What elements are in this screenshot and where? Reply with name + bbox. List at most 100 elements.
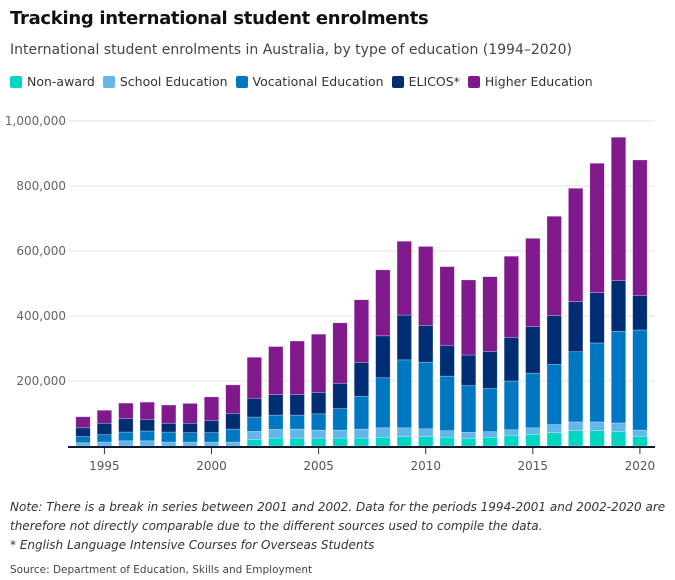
bar-segment [461, 385, 477, 433]
bar-segment [632, 429, 648, 437]
bar-segment [139, 440, 155, 447]
bar-segment [589, 430, 605, 447]
bar-segment [610, 330, 627, 424]
bar-segment [503, 429, 519, 436]
x-tick-label: 1995 [89, 459, 120, 473]
legend: Non-award School Education Vocational Educ… [10, 74, 593, 89]
bar-segment [161, 422, 177, 433]
bar-segment [503, 380, 519, 431]
bar-segment [75, 416, 91, 429]
bar-segment [461, 354, 477, 386]
bar-segment [439, 344, 455, 377]
bar-segment [311, 429, 327, 439]
bar-segment [332, 408, 348, 431]
legend-label: Non-award [27, 74, 95, 89]
bar-segment [75, 436, 91, 444]
bar-segment [246, 439, 262, 447]
bar-segment [568, 430, 584, 447]
bar-segment [246, 431, 262, 440]
bar-segment [268, 414, 284, 430]
chart-title: Tracking international student enrolment… [10, 8, 429, 29]
bar-segment [311, 333, 327, 393]
bar-segment [182, 403, 198, 424]
bar-segment [375, 436, 391, 447]
legend-swatch [467, 75, 480, 88]
bar-segment [75, 427, 91, 437]
bar-segment [503, 255, 519, 338]
bar-segment [568, 187, 584, 302]
bar-segment [439, 430, 455, 438]
bar-segment [632, 329, 648, 431]
bar-segment [525, 372, 541, 429]
bar-segment [182, 432, 198, 443]
bar-segment [268, 429, 284, 439]
bar-segment [418, 246, 434, 326]
source-text: Source: Department of Education, Skills … [10, 564, 313, 576]
bar-segment [610, 431, 627, 447]
bar-segment [418, 428, 434, 437]
bar-segment [225, 428, 241, 443]
legend-item: School Education [102, 74, 228, 89]
bar-segment [268, 346, 284, 395]
legend-item: ELICOS* [391, 74, 460, 89]
bar-segment [289, 414, 305, 430]
bar-segment [568, 301, 584, 353]
chart-note: Note: There is a break in series between… [10, 498, 670, 555]
bar-segment [503, 434, 519, 447]
bar-segment [139, 419, 155, 432]
legend-label: Vocational Education [252, 74, 384, 89]
bar-segment [203, 432, 220, 443]
plot-area: 200,000 400,000 600,000 800,000 1,000,000 199… [5, 114, 655, 473]
bar-segment [589, 342, 605, 423]
x-tick-label: 2000 [196, 459, 227, 473]
bar-segment [332, 429, 348, 439]
bar-segment [396, 427, 412, 437]
bar-segment [118, 440, 134, 447]
bar-segment [525, 238, 541, 328]
bar-segment [289, 428, 305, 439]
bar-segment [482, 431, 498, 438]
bar-segment [418, 361, 434, 430]
legend-swatch [102, 75, 115, 88]
bar-segment [96, 409, 112, 424]
bar-segment [311, 413, 327, 431]
bar-segment [375, 269, 391, 337]
x-tick-label: 2010 [410, 459, 441, 473]
bar-segment [182, 441, 198, 447]
bar-segment [311, 392, 327, 415]
bar-segment [396, 240, 412, 316]
bar-segment [503, 337, 519, 382]
y-tick-label: 600,000 [16, 244, 66, 258]
bar-segment [546, 364, 562, 425]
legend-swatch [10, 75, 22, 88]
bar-segment [139, 430, 155, 442]
legend-label: School Education [119, 74, 228, 89]
bar-segment [589, 421, 605, 432]
bar-segment [203, 420, 220, 433]
bar-segment [525, 326, 541, 374]
y-tick-label: 1,000,000 [5, 114, 66, 128]
bar-segment [225, 384, 241, 414]
bar-segment [96, 441, 112, 447]
bar-segment [332, 437, 348, 447]
bar-segment [461, 279, 477, 356]
y-tick-label: 200,000 [16, 374, 66, 388]
bar-segment [632, 435, 648, 447]
bar-segment [289, 394, 305, 416]
bar-segment [353, 299, 370, 363]
legend-item: Non-award [10, 74, 95, 89]
bar-segment [311, 437, 327, 447]
bar-segment [546, 315, 562, 365]
y-tick-label: 800,000 [16, 179, 66, 193]
bar-segment [482, 351, 498, 389]
bar-segment [610, 422, 627, 432]
bar-segment [589, 162, 605, 293]
bar-segment [161, 431, 177, 443]
bar-segment [118, 402, 134, 419]
bar-segment [439, 436, 455, 447]
bar-segment [332, 322, 348, 384]
bar-segment [161, 404, 177, 424]
bar-segment [96, 434, 112, 443]
bar-segment [546, 432, 562, 447]
